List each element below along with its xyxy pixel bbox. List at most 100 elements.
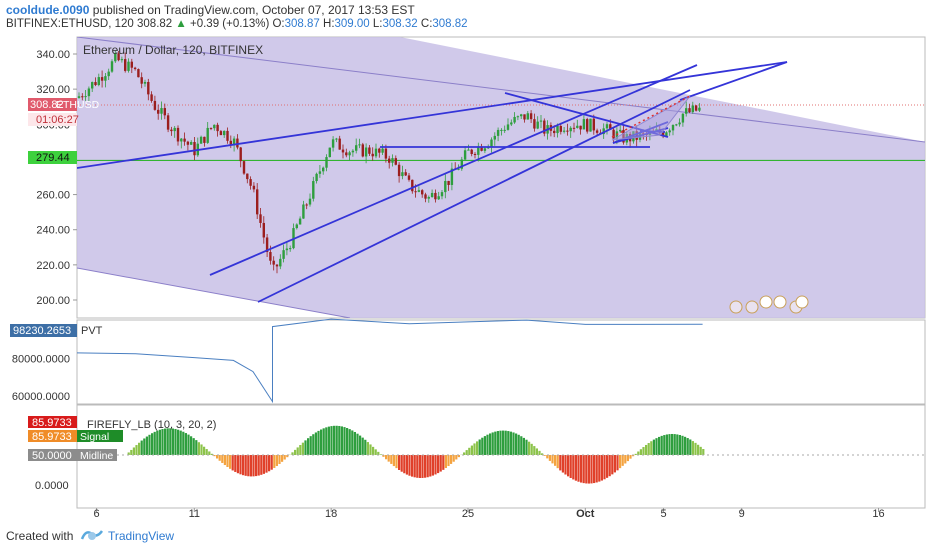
firefly-bar: [260, 455, 263, 475]
firefly-bar: [671, 433, 674, 455]
time-axis[interactable]: 6 11 18 25 Oct 5 9 16: [93, 508, 885, 520]
firefly-bar: [686, 438, 689, 455]
candle-body: [259, 214, 262, 223]
support-label: 279.44: [28, 151, 77, 164]
firefly-bar: [192, 438, 195, 455]
channel-lower-line[interactable]: [77, 267, 351, 318]
firefly-bar: [595, 455, 598, 483]
candle-body: [203, 136, 206, 143]
firefly-pane[interactable]: [76, 404, 926, 509]
candle-body: [97, 77, 100, 86]
firefly-bar: [320, 429, 323, 455]
firefly-bar: [270, 455, 273, 470]
descending-channel[interactable]: [77, 37, 925, 318]
candle-body: [305, 204, 308, 206]
candle-body: [295, 224, 298, 229]
firefly-bar: [145, 436, 148, 455]
chart-title: Ethereum / Dollar, 120, BITFINEX: [83, 43, 263, 57]
candle-body: [694, 105, 698, 111]
candle-body: [199, 136, 203, 144]
candle-body: [605, 124, 609, 129]
trendline-steep-1[interactable]: [209, 64, 698, 276]
firefly-bar: [702, 449, 705, 455]
candle-body: [190, 142, 193, 145]
firefly-bar: [678, 435, 681, 455]
firefly-bar: [398, 455, 401, 470]
firefly-bar: [216, 455, 219, 459]
candle-body: [285, 248, 289, 251]
trendline-long-upper[interactable]: [77, 61, 788, 169]
candle-body: [216, 124, 219, 132]
firefly-bar: [437, 455, 440, 474]
firefly-bar: [548, 455, 551, 461]
candle-body: [391, 158, 394, 163]
pvt-tick-label: 80000.0000: [12, 354, 70, 366]
firefly-bar: [577, 455, 580, 482]
candle-body: [553, 130, 556, 134]
pvt-pane[interactable]: [76, 319, 926, 405]
firefly-bar: [356, 433, 359, 455]
firefly-bar: [343, 427, 346, 455]
tradingview-brand[interactable]: TradingView: [108, 529, 175, 543]
firefly-bar: [439, 455, 442, 472]
high-value: 309.00: [334, 18, 370, 30]
firefly-bar: [652, 439, 655, 455]
firefly-bar: [590, 455, 593, 484]
firefly-bar: [307, 438, 310, 455]
candle-body: [477, 146, 480, 155]
trendline-back[interactable]: [679, 61, 788, 101]
candle-body: [609, 124, 612, 130]
candle-body: [331, 139, 335, 148]
firefly-bar: [463, 452, 466, 455]
candle-body: [404, 172, 407, 176]
candle-body: [417, 190, 421, 192]
candle-body: [457, 168, 460, 170]
firefly-bar: [411, 455, 414, 477]
candle-body: [582, 119, 586, 130]
firefly-bar: [494, 431, 497, 455]
firefly-bar: [291, 452, 294, 455]
candle-body: [114, 53, 117, 62]
author-link[interactable]: cooldude.0090: [6, 3, 90, 17]
firefly-bar: [242, 455, 245, 476]
candle-body: [302, 204, 305, 219]
firefly-bar: [689, 439, 692, 455]
candle-body: [378, 148, 381, 153]
firefly-bar: [171, 428, 174, 455]
candle-body: [328, 147, 331, 158]
trendline-steep-2[interactable]: [257, 89, 691, 303]
candle-body: [556, 125, 559, 134]
event-markers[interactable]: [729, 295, 809, 314]
firefly-bar: [426, 455, 429, 478]
pvt-axis[interactable]: 80000.0000 60000.0000: [12, 354, 70, 404]
firefly-bar: [286, 455, 289, 458]
candle-body: [91, 82, 94, 89]
candle-body: [117, 53, 120, 61]
firefly-bar: [564, 455, 567, 475]
candle-body: [364, 147, 368, 157]
firefly-bar: [507, 431, 510, 455]
tradingview-logo-icon[interactable]: [80, 527, 104, 543]
firefly-bar: [676, 434, 679, 455]
candle-body: [315, 173, 318, 182]
candle-body: [467, 149, 470, 151]
firefly-bar: [515, 433, 518, 455]
price-axis[interactable]: 340.00320.00300.00280.00260.00240.00220.…: [36, 49, 77, 307]
firefly-bar: [442, 455, 445, 470]
firefly-bar: [551, 455, 554, 464]
candle-body: [176, 127, 180, 142]
firefly-bar: [431, 455, 434, 476]
midline-label: Midline: [80, 450, 113, 462]
channel-upper-line[interactable]: [77, 37, 925, 143]
candle-body: [619, 129, 622, 132]
candle-body: [84, 96, 87, 98]
candle-body: [351, 150, 355, 153]
firefly-bar: [283, 455, 286, 460]
candle-body: [394, 158, 397, 165]
candle-body: [252, 185, 256, 190]
firefly-bar: [473, 443, 476, 455]
candle-body: [246, 173, 249, 180]
pvt-value: 98230.2653: [13, 325, 71, 337]
firefly-bar: [476, 441, 479, 455]
